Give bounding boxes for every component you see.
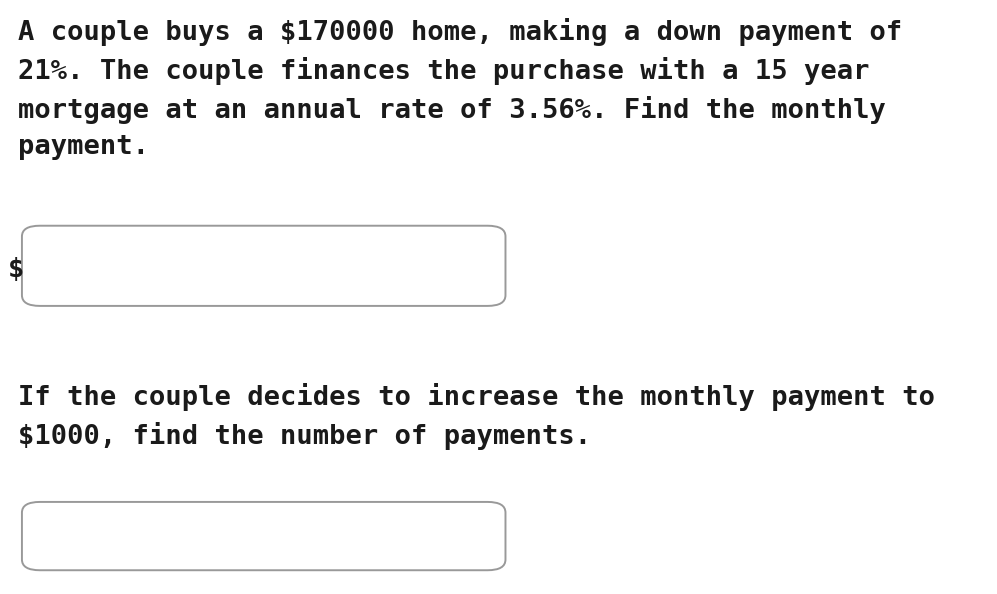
- Text: A couple buys a $170000 home, making a down payment of
21%. The couple finances : A couple buys a $170000 home, making a d…: [18, 18, 902, 160]
- Text: If the couple decides to increase the monthly payment to
$1000, find the number : If the couple decides to increase the mo…: [18, 383, 935, 450]
- FancyBboxPatch shape: [22, 502, 505, 570]
- FancyBboxPatch shape: [22, 226, 505, 306]
- Text: $: $: [8, 257, 24, 283]
